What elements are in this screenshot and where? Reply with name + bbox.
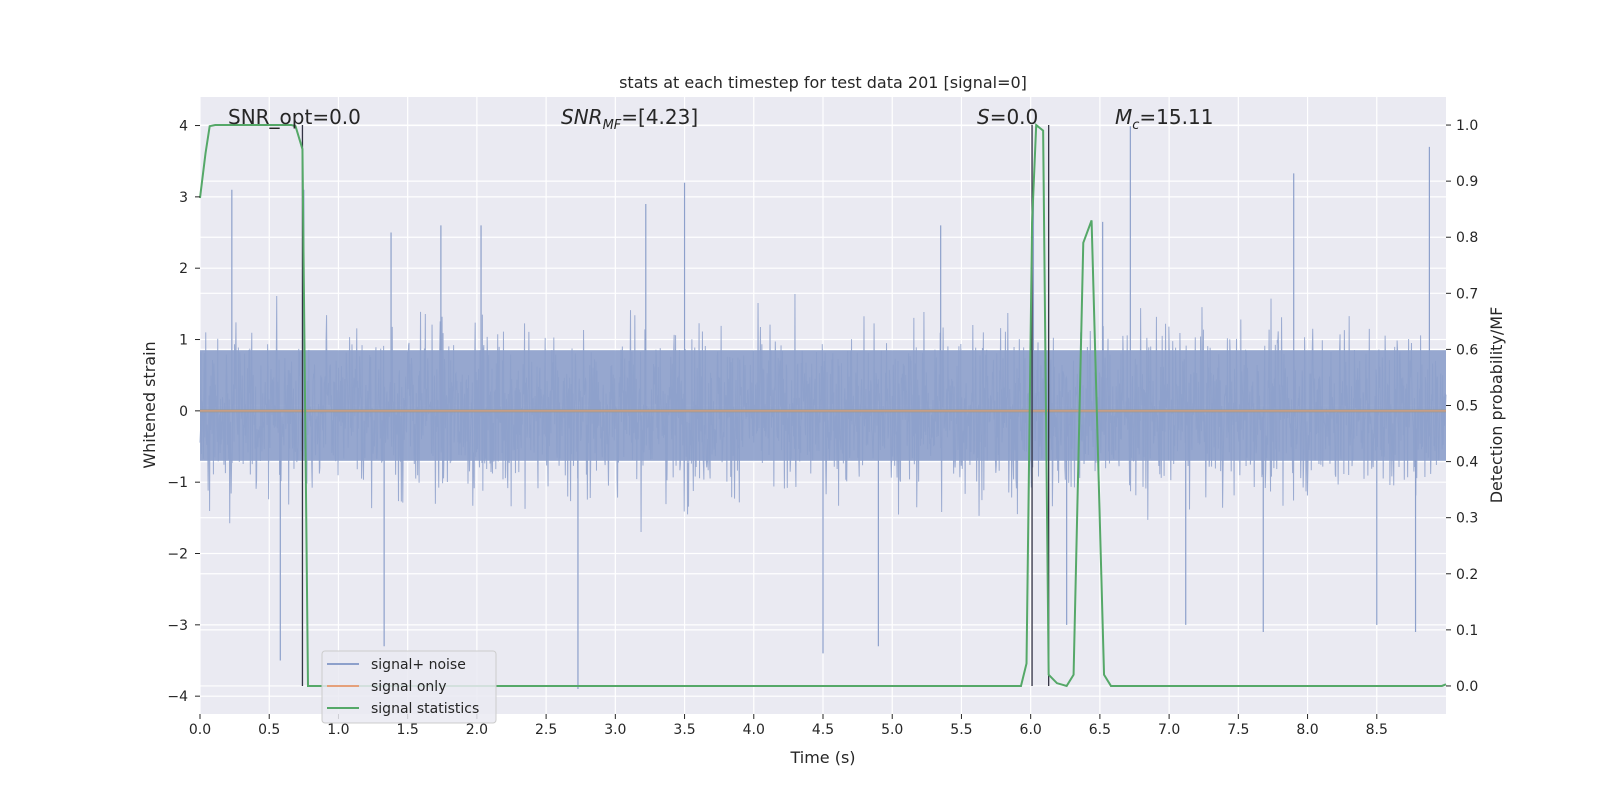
x-tick-label: 2.5 (535, 722, 557, 738)
x-tick-label: 8.5 (1366, 722, 1388, 738)
x-tick-label: 1.5 (397, 722, 419, 738)
y-tick-label: −2 (167, 547, 188, 563)
x-tick-label: 3.5 (673, 722, 695, 738)
x-tick-label: 8.0 (1296, 722, 1318, 738)
legend-label-signal-noise: signal+ noise (371, 657, 466, 673)
y-tick-label: 0 (179, 404, 188, 420)
y-tick-label: −3 (167, 618, 188, 634)
x-tick-label: 5.0 (881, 722, 903, 738)
x-tick-label: 0.0 (189, 722, 211, 738)
chart-title: stats at each timestep for test data 201… (619, 73, 1027, 92)
x-tick-label: 1.0 (327, 722, 349, 738)
x-tick-label: 5.5 (950, 722, 972, 738)
annotation-mc-value: =15.11 (1139, 105, 1213, 129)
y2-tick-label: 0.3 (1456, 511, 1478, 527)
x-tick-label: 3.0 (604, 722, 626, 738)
y-tick-label: 2 (179, 261, 188, 277)
annotation-mc: Mc=15.11 (1115, 105, 1213, 133)
annotation-s-label: S (977, 105, 990, 129)
legend-box (321, 650, 497, 724)
legend-label-signal-statistics: signal statistics (371, 701, 479, 717)
series-signal-statistics (199, 123, 1447, 688)
y2-tick-label: 1.0 (1456, 118, 1478, 134)
x-tick-label: 6.5 (1089, 722, 1111, 738)
annotation-snr-mf-value: =[4.23] (621, 105, 698, 129)
y2-tick-label: 0.9 (1456, 174, 1478, 190)
legend-label-signal-only: signal only (371, 679, 446, 695)
y2-tick-label: 0.2 (1456, 567, 1478, 583)
noise-series-layer (199, 126, 1447, 690)
legend: signal+ noise signal only signal statist… (321, 650, 497, 724)
annotation-mc-sub: c (1132, 118, 1139, 133)
x-axis-label: Time (s) (789, 748, 855, 767)
y2-tick-label: 0.6 (1456, 342, 1478, 358)
y-axis-label: Whitened strain (140, 341, 159, 468)
lines-layer (199, 123, 1447, 688)
y2-tick-label: 0.0 (1456, 679, 1478, 695)
x-tick-label: 4.0 (743, 722, 765, 738)
annotation-snr-mf: SNRMF=[4.23] (561, 105, 698, 133)
annotation-snr-opt: SNR_opt=0.0 (228, 105, 361, 129)
x-tick-label: 2.0 (466, 722, 488, 738)
annotation-s: S=0.0 (977, 105, 1038, 129)
y-tick-label: 3 (179, 190, 188, 206)
y2-tick-label: 0.7 (1456, 286, 1478, 302)
x-tick-label: 7.0 (1158, 722, 1180, 738)
y-tick-label: 4 (179, 119, 188, 135)
annotation-mc-label: M (1115, 105, 1132, 129)
x-tick-label: 4.5 (812, 722, 834, 738)
y2-axis-label: Detection probability/MF (1487, 307, 1506, 504)
annotation-snr-mf-label: SNR (561, 105, 603, 129)
x-tick-label: 0.5 (258, 722, 280, 738)
annotation-snr-mf-sub: MF (603, 118, 622, 133)
y2-tick-label: 0.1 (1456, 623, 1478, 639)
y2-tick-label: 0.5 (1456, 399, 1478, 415)
annotation-s-value: =0.0 (990, 105, 1039, 129)
y-tick-label: 1 (179, 333, 188, 349)
y-tick-label: −1 (167, 475, 188, 491)
y2-tick-label: 0.4 (1456, 455, 1478, 471)
noise-core-band (200, 350, 1446, 461)
y2-tick-label: 0.8 (1456, 230, 1478, 246)
y-tick-label: −4 (167, 689, 188, 705)
x-tick-label: 6.0 (1020, 722, 1042, 738)
ticks-layer: 0.0 0.5 1.0 1.5 2.0 2.5 3.0 3.5 4.0 4.5 5.0 5.5 6.0 6… (167, 118, 1478, 738)
x-tick-label: 7.5 (1227, 722, 1249, 738)
